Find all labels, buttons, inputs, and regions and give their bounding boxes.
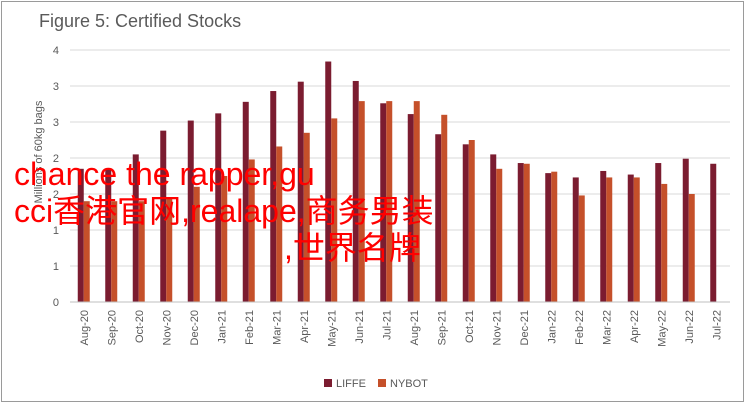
bar-liffe-Jan-21 <box>215 113 222 302</box>
bar-nybot-Jan-21 <box>221 176 228 302</box>
bar-liffe-Aug-20 <box>77 168 84 302</box>
x-tick-label: Oct-21 <box>464 310 476 343</box>
x-tick-label: Mar-22 <box>601 310 613 345</box>
x-tick-label: Jun-21 <box>354 310 366 344</box>
watermark: chance the rapper,gu cci香港官网,realape,商务男… <box>14 156 434 266</box>
x-tick-label: Jan-21 <box>216 310 228 344</box>
x-tick-label: Apr-21 <box>299 310 311 343</box>
x-tick-label: May-21 <box>326 310 338 347</box>
y-tick-label: 1 <box>53 261 59 273</box>
bar-nybot-Oct-21 <box>468 140 475 302</box>
legend: LIFFE NYBOT <box>324 378 428 390</box>
y-tick-label: 4 <box>53 45 59 57</box>
bar-liffe-Jan-22 <box>545 173 552 302</box>
bar-nybot-Jun-21 <box>358 101 365 303</box>
bar-nybot-Jan-22 <box>551 171 558 302</box>
bar-chart: Figure 5: Certified Stocks 0 1 1 2 2 3 3 4 Mill… <box>14 11 730 390</box>
bars <box>77 61 717 303</box>
chart-title: Figure 5: Certified Stocks <box>39 11 241 31</box>
bar-liffe-Jul-21 <box>380 103 387 302</box>
bar-nybot-Aug-20 <box>83 201 90 302</box>
bar-liffe-Sep-20 <box>105 168 112 302</box>
bar-liffe-Feb-21 <box>242 101 249 302</box>
bar-nybot-Aug-21 <box>413 101 420 303</box>
bar-nybot-Apr-22 <box>633 177 640 302</box>
y-tick-label: 3 <box>53 81 59 93</box>
bar-nybot-Oct-20 <box>138 201 145 302</box>
bar-liffe-Jun-21 <box>352 80 359 303</box>
bar-nybot-Dec-20 <box>193 186 200 302</box>
x-axis: Aug-20 Sep-20 Oct-20 Nov-20 Dec-20 Jan-21 Feb-… <box>70 301 730 347</box>
y-tick-label: 2 <box>53 153 59 165</box>
bar-liffe-Jun-22 <box>682 158 689 302</box>
legend-swatch-liffe <box>324 379 332 387</box>
bar-liffe-May-21 <box>325 61 332 302</box>
bar-liffe-Apr-22 <box>627 174 634 302</box>
x-tick-label: Aug-20 <box>79 310 91 345</box>
x-tick-label: Apr-22 <box>629 310 641 343</box>
bar-nybot-Jun-22 <box>688 194 695 302</box>
bar-nybot-Feb-21 <box>248 159 255 302</box>
x-tick-label: Feb-22 <box>574 310 586 345</box>
x-tick-label: Oct-20 <box>134 310 146 343</box>
bar-nybot-May-22 <box>661 183 668 302</box>
bar-liffe-Mar-22 <box>600 170 607 302</box>
bar-nybot-Apr-21 <box>303 132 310 302</box>
bar-nybot-Feb-22 <box>578 195 585 302</box>
bar-nybot-Sep-21 <box>441 114 448 302</box>
x-tick-label: Feb-21 <box>244 310 256 345</box>
y-axis: 0 1 1 2 2 3 3 4 <box>53 45 59 309</box>
y-tick-label: 2 <box>53 189 59 201</box>
x-tick-label: Mar-21 <box>271 310 283 345</box>
x-tick-label: Jan-22 <box>546 310 558 344</box>
bar-nybot-Dec-21 <box>523 163 530 302</box>
bar-liffe-Dec-20 <box>187 120 194 302</box>
bar-nybot-Nov-21 <box>496 168 503 302</box>
x-tick-label: Jul-21 <box>381 310 393 340</box>
bar-liffe-Feb-22 <box>572 177 579 302</box>
watermark-line-3: ,世界名牌 <box>284 230 421 266</box>
x-tick-label: Dec-21 <box>519 310 531 345</box>
bar-liffe-Jul-22 <box>710 163 717 302</box>
y-tick-label: 3 <box>53 117 59 129</box>
watermark-line-1: chance the rapper,gu <box>14 156 315 192</box>
x-tick-label: Sep-20 <box>106 310 118 345</box>
bar-liffe-Mar-21 <box>270 91 277 302</box>
y-tick-label: 1 <box>53 225 59 237</box>
bar-liffe-Aug-21 <box>407 114 414 302</box>
legend-label-liffe: LIFFE <box>336 378 366 390</box>
bar-liffe-Nov-21 <box>490 154 497 302</box>
bar-liffe-Dec-21 <box>517 163 524 302</box>
x-tick-label: Jul-22 <box>711 310 723 340</box>
x-tick-label: Aug-21 <box>409 310 421 345</box>
bar-nybot-Sep-20 <box>111 201 118 302</box>
bar-nybot-May-21 <box>331 118 338 303</box>
x-tick-label: Sep-21 <box>436 310 448 345</box>
bar-nybot-Jul-21 <box>386 101 393 303</box>
bar-liffe-May-22 <box>655 163 662 302</box>
x-tick-label: Dec-20 <box>189 310 201 345</box>
y-axis-label: Millions of 60kg bags <box>33 100 45 203</box>
bar-nybot-Nov-20 <box>166 197 173 302</box>
legend-label-nybot: NYBOT <box>390 378 428 390</box>
x-tick-label: Nov-21 <box>491 310 503 345</box>
x-tick-label: Nov-20 <box>161 310 173 345</box>
bar-liffe-Sep-21 <box>435 134 442 302</box>
x-tick-label: May-22 <box>656 310 668 347</box>
legend-swatch-nybot <box>378 379 386 387</box>
watermark-line-2: cci香港官网,realape,商务男装 <box>14 193 434 229</box>
y-tick-label: 0 <box>53 297 59 309</box>
bar-nybot-Mar-22 <box>606 177 613 302</box>
bar-liffe-Oct-21 <box>462 144 469 302</box>
chart-frame: Figure 5: Certified Stocks 0 1 1 2 2 3 3 4 Mill… <box>1 1 744 402</box>
bar-liffe-Apr-21 <box>297 81 304 303</box>
bar-liffe-Nov-20 <box>160 130 167 302</box>
grid-lines <box>70 49 730 303</box>
bar-liffe-Oct-20 <box>132 154 139 302</box>
bar-nybot-Mar-21 <box>276 146 283 302</box>
x-tick-label: Jun-22 <box>684 310 696 344</box>
